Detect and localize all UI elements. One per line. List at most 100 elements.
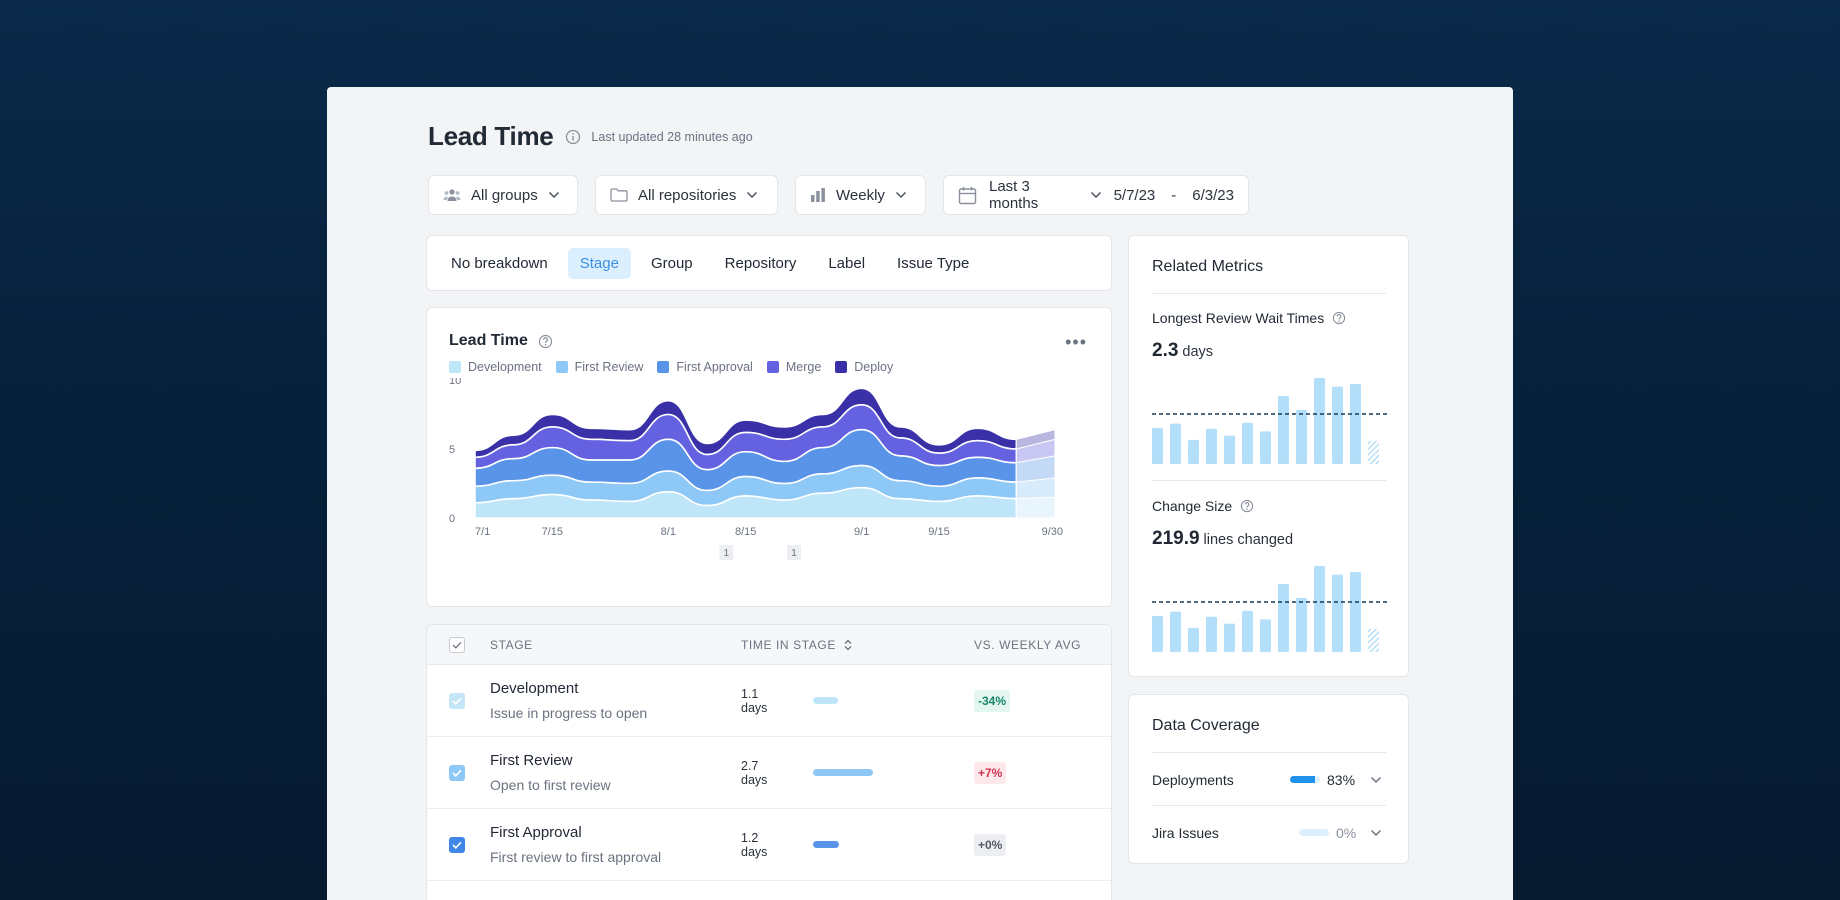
time-bar <box>813 769 873 776</box>
legend-swatch <box>835 361 848 373</box>
column-header-stage[interactable]: STAGE <box>490 637 533 652</box>
filter-bar: All groups All repositories Weekly Last … <box>428 175 1249 215</box>
legend-label: First Review <box>574 360 644 374</box>
review-wait-label: Longest Review Wait Times <box>1152 310 1325 326</box>
x-tick-label: 9/1 <box>854 526 869 538</box>
help-icon[interactable] <box>1332 311 1346 325</box>
sparkline-bar <box>1314 378 1325 464</box>
info-icon[interactable] <box>565 129 581 145</box>
sparkline-bar <box>1332 386 1343 464</box>
date-separator: - <box>1171 186 1177 204</box>
help-icon[interactable] <box>1240 499 1254 513</box>
coverage-row-deployments[interactable]: Deployments 83% <box>1152 769 1386 791</box>
row-checkbox[interactable] <box>449 836 465 853</box>
time-bar <box>813 841 839 848</box>
time-value: 2.7 days <box>741 758 768 787</box>
sparkline-bar <box>1332 574 1343 652</box>
repositories-dropdown[interactable]: All repositories <box>595 175 778 215</box>
partial-period-area <box>1015 429 1056 450</box>
legend-item: First Approval <box>657 360 753 374</box>
change-size-unit: lines changed <box>1203 532 1294 548</box>
chevron-down-icon[interactable] <box>1370 829 1382 837</box>
end-date[interactable]: 6/3/23 <box>1192 186 1234 204</box>
range-label: Last 3 months <box>989 178 1039 212</box>
change-size-number: 219.9 <box>1152 528 1200 549</box>
groups-dropdown[interactable]: All groups <box>428 175 578 215</box>
column-header-vs-avg[interactable]: VS. WEEKLY AVG <box>974 637 1082 652</box>
select-all-checkbox[interactable] <box>449 636 465 653</box>
sparkline-bar <box>1350 572 1361 652</box>
breakdown-tabs: No breakdown Stage Group Repository Labe… <box>426 235 1112 291</box>
related-metrics-card: Related Metrics Longest Review Wait Time… <box>1128 235 1409 677</box>
tab-no-breakdown[interactable]: No breakdown <box>451 254 548 272</box>
related-metrics-title: Related Metrics <box>1152 258 1264 275</box>
x-tick-label: 9/30 <box>1042 526 1063 538</box>
delta-badge: -34% <box>974 689 1011 712</box>
sparkline-bar <box>1188 627 1199 652</box>
tab-group[interactable]: Group <box>650 254 693 272</box>
sparkline-bar <box>1296 597 1307 652</box>
sparkline-bar <box>1314 566 1325 652</box>
table-row[interactable]: First Review Open to first review 2.7 da… <box>427 737 1111 809</box>
time-cell: 1.1 days <box>741 687 838 715</box>
row-checkbox[interactable] <box>449 692 465 709</box>
tab-label[interactable]: Label <box>828 254 866 272</box>
sparkline-bar <box>1242 610 1253 652</box>
start-date[interactable]: 5/7/23 <box>1113 186 1156 204</box>
svg-text:1: 1 <box>791 548 797 559</box>
stacked-area-chart[interactable]: 0 5 10 7/1 7/15 8/1 8/15 9/1 9/15 9/30 1 1 <box>427 378 1113 603</box>
data-coverage-card: Data Coverage Deployments 83% Jira Issue… <box>1128 694 1409 864</box>
groups-label: All groups <box>471 186 538 204</box>
tab-stage[interactable]: Stage <box>567 247 631 279</box>
sparkline-bar <box>1170 611 1181 652</box>
row-checkbox[interactable] <box>449 764 465 781</box>
annotation-marker[interactable]: 1 <box>787 545 801 560</box>
delta-badge: +0% <box>974 833 1007 856</box>
main-panel: Lead Time Last updated 28 minutes ago Al… <box>327 87 1513 900</box>
lead-time-chart-card: Lead Time ••• Development First Review F… <box>426 307 1112 607</box>
folder-icon <box>610 188 628 202</box>
change-size-sparkline[interactable] <box>1152 564 1389 654</box>
partial-period-area <box>1015 455 1056 483</box>
repositories-label: All repositories <box>638 186 737 204</box>
coverage-row-jira[interactable]: Jira Issues 0% <box>1152 822 1386 844</box>
coverage-percent: 83% <box>1327 772 1356 788</box>
annotation-marker[interactable]: 1 <box>719 545 734 560</box>
legend-swatch <box>657 361 670 373</box>
partial-period-area <box>1015 477 1056 500</box>
column-header-time-label: TIME IN STAGE <box>741 637 836 652</box>
calendar-icon <box>958 186 977 204</box>
review-wait-sparkline[interactable] <box>1152 376 1389 466</box>
sort-icon <box>844 639 852 650</box>
legend-item: Deploy <box>835 360 893 374</box>
column-header-time[interactable]: TIME IN STAGE <box>741 638 852 652</box>
period-dropdown[interactable]: Weekly <box>795 175 926 215</box>
legend-label: Merge <box>785 360 822 374</box>
legend-label: Deploy <box>854 360 894 374</box>
chevron-down-icon <box>1090 191 1101 199</box>
review-wait-value: 2.3 days <box>1152 340 1213 362</box>
legend-item: Merge <box>766 360 822 374</box>
stage-name: Development <box>490 680 579 697</box>
sparkline-bar <box>1170 423 1181 464</box>
tab-repository[interactable]: Repository <box>724 254 797 272</box>
sparkline-bar <box>1152 427 1163 464</box>
help-icon[interactable] <box>538 334 553 349</box>
date-range-picker[interactable]: Last 3 months 5/7/23 - 6/3/23 <box>943 175 1249 215</box>
tab-issue-type[interactable]: Issue Type <box>897 254 970 272</box>
chart-title: Lead Time <box>449 332 553 350</box>
legend-swatch <box>766 361 779 373</box>
table-row[interactable]: First Approval First review to first app… <box>427 809 1111 881</box>
users-icon <box>443 189 461 201</box>
x-tick-label: 9/15 <box>928 526 949 538</box>
stage-table: STAGE TIME IN STAGE VS. WEEKLY AVG Devel… <box>426 624 1112 900</box>
sparkline-bar <box>1224 435 1235 464</box>
y-tick-label: 0 <box>449 513 455 525</box>
sparkline-bar <box>1206 428 1217 464</box>
sparkline-bar <box>1206 616 1217 652</box>
table-row[interactable]: Development Issue in progress to open 1.… <box>427 665 1111 737</box>
area-development[interactable] <box>474 486 1018 519</box>
chevron-down-icon[interactable] <box>1370 776 1382 784</box>
y-tick-label: 10 <box>449 378 461 387</box>
more-options-button[interactable]: ••• <box>1065 332 1087 352</box>
